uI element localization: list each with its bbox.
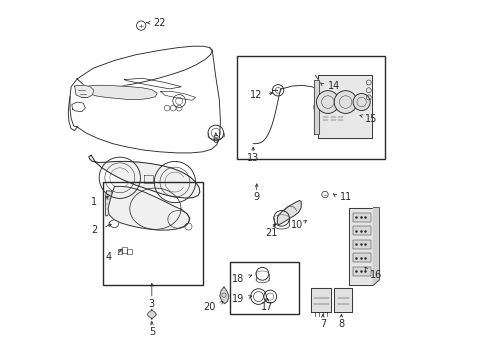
Text: 15: 15 bbox=[364, 114, 377, 124]
Bar bbox=[103, 182, 203, 285]
Text: 19: 19 bbox=[231, 295, 244, 305]
Polygon shape bbox=[348, 208, 373, 285]
Bar bbox=[352, 253, 370, 262]
Text: 18: 18 bbox=[231, 274, 244, 284]
Polygon shape bbox=[317, 75, 372, 137]
Text: 21: 21 bbox=[264, 227, 276, 237]
Text: 22: 22 bbox=[153, 18, 166, 28]
Text: 12: 12 bbox=[249, 90, 261, 100]
Bar bbox=[352, 226, 370, 235]
Text: 6: 6 bbox=[212, 135, 218, 145]
Text: 10: 10 bbox=[290, 220, 302, 230]
Bar bbox=[237, 56, 384, 159]
Text: 16: 16 bbox=[369, 270, 381, 280]
Text: 7: 7 bbox=[319, 319, 325, 329]
Text: 2: 2 bbox=[91, 225, 97, 235]
Polygon shape bbox=[318, 77, 329, 84]
Text: 13: 13 bbox=[246, 153, 259, 163]
Text: 11: 11 bbox=[340, 192, 352, 202]
Text: 3: 3 bbox=[149, 299, 154, 309]
Circle shape bbox=[333, 91, 356, 114]
Polygon shape bbox=[106, 191, 111, 216]
Polygon shape bbox=[333, 288, 351, 312]
Polygon shape bbox=[219, 287, 228, 304]
Polygon shape bbox=[310, 288, 330, 312]
Polygon shape bbox=[75, 85, 94, 97]
Polygon shape bbox=[108, 186, 189, 230]
Text: 20: 20 bbox=[203, 302, 215, 312]
Circle shape bbox=[352, 94, 369, 111]
Circle shape bbox=[316, 91, 338, 114]
Text: 17: 17 bbox=[261, 302, 273, 312]
Polygon shape bbox=[373, 208, 378, 285]
Bar bbox=[352, 213, 370, 222]
Polygon shape bbox=[89, 155, 199, 198]
Text: 5: 5 bbox=[149, 327, 154, 337]
Bar bbox=[229, 262, 298, 314]
Text: 8: 8 bbox=[338, 319, 344, 329]
Text: 4: 4 bbox=[106, 252, 112, 262]
Bar bbox=[352, 240, 370, 249]
Polygon shape bbox=[277, 201, 301, 225]
Text: 14: 14 bbox=[327, 81, 339, 91]
Polygon shape bbox=[82, 85, 157, 100]
Polygon shape bbox=[147, 310, 156, 319]
Text: 1: 1 bbox=[91, 197, 97, 207]
Polygon shape bbox=[313, 80, 318, 134]
Text: 9: 9 bbox=[253, 192, 259, 202]
Bar bbox=[352, 267, 370, 276]
